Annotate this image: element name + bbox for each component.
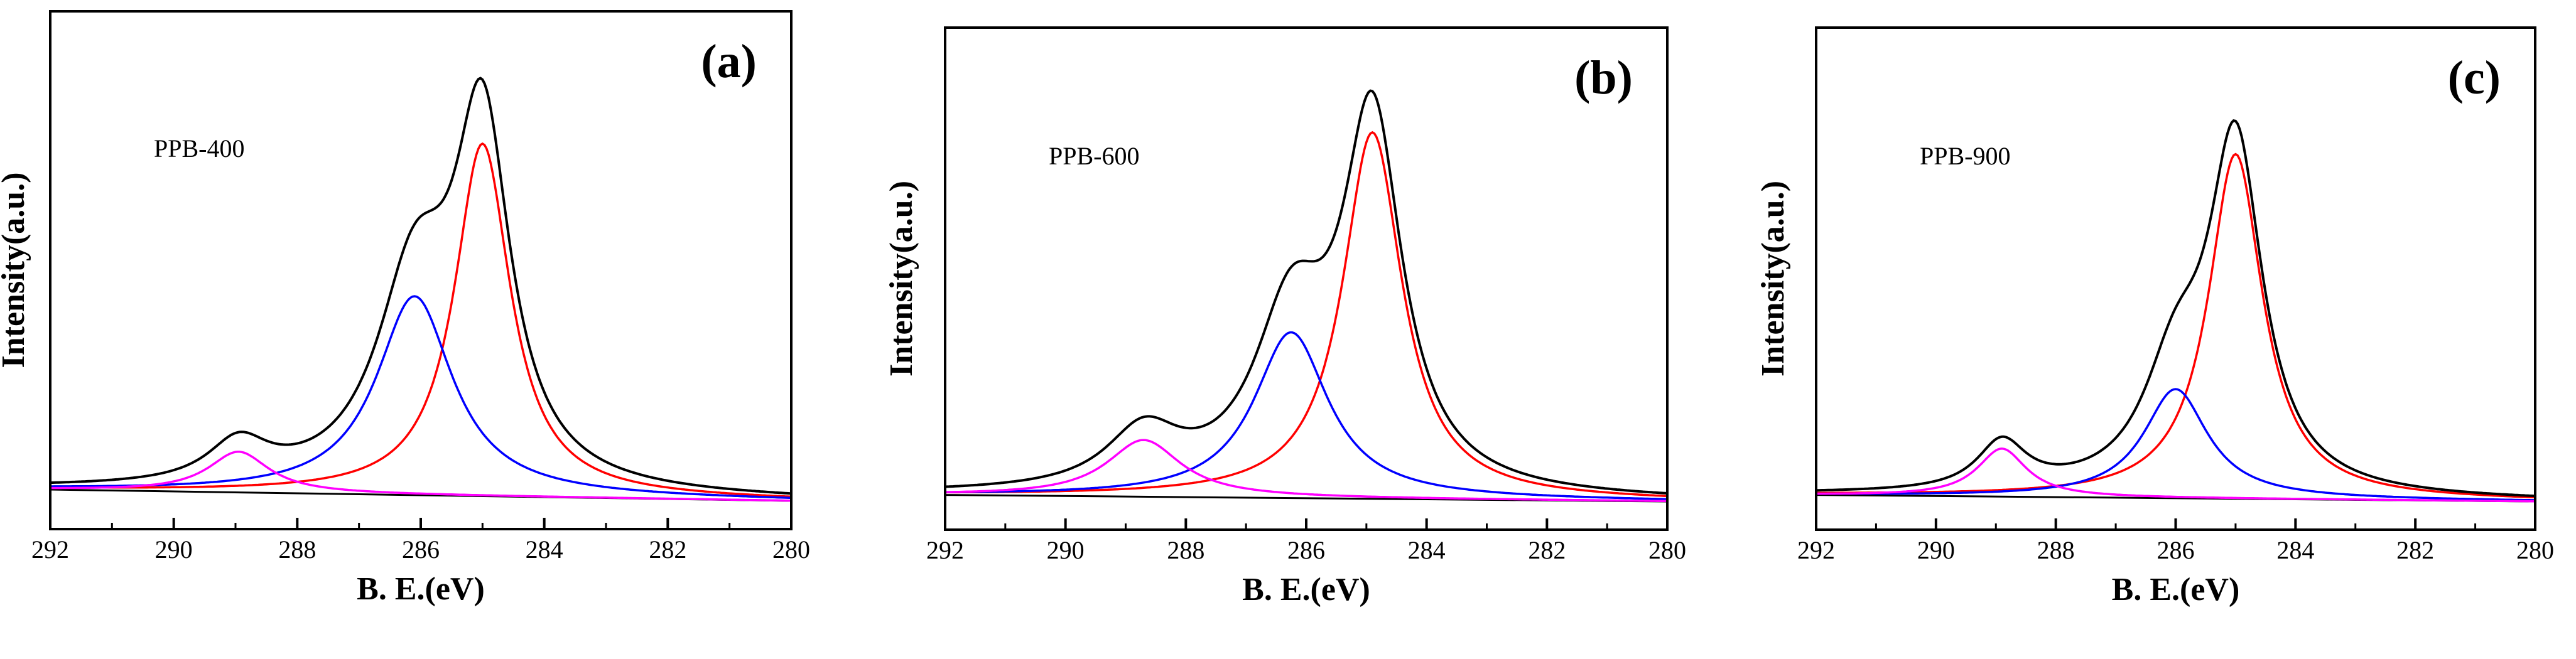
sample-label: PPB-400	[154, 134, 245, 163]
x-tick-label: 290	[155, 535, 193, 564]
x-tick-label: 290	[1047, 536, 1085, 564]
x-tick-label: 284	[1408, 536, 1446, 564]
x-tick-label: 286	[2157, 536, 2195, 564]
panel-label: (a)	[701, 35, 757, 88]
y-axis-title: Intensity(a.u.)	[0, 172, 31, 368]
component-curve-o-c-o	[945, 439, 1667, 503]
envelope-curve	[944, 89, 1668, 495]
x-tick-label: 292	[31, 535, 69, 564]
chart-panel-3: 292 290 288 286 284 282 280 B. E.(eV) Intensity(…	[1755, 26, 2554, 608]
y-axis-title: Intensity(a.u.)	[1755, 181, 1791, 377]
component-curve-c-o	[50, 295, 792, 500]
x-tick-label: 286	[402, 535, 440, 564]
chart-panel-2: 292 290 288 286 284 282 280 B. E.(eV) Intensity(…	[884, 26, 1686, 608]
component-curve-c-c	[945, 131, 1668, 498]
plot-frame	[1815, 26, 2536, 531]
y-axis-title: Intensity(a.u.)	[884, 181, 919, 377]
x-tick-label: 280	[2516, 536, 2554, 564]
x-tick-label: 286	[1287, 536, 1325, 564]
envelope-curve	[1816, 119, 2536, 498]
x-tick-label: 288	[278, 535, 316, 564]
panel-label: (c)	[2448, 51, 2501, 104]
panel-label: (b)	[1574, 51, 1633, 104]
component-curve-c-o	[944, 331, 1668, 501]
component-curve-o-c-o	[1816, 447, 2536, 503]
x-tick-label: 288	[1167, 536, 1204, 564]
x-axis-title: B. E.(eV)	[357, 571, 485, 607]
x-tick-label: 284	[526, 535, 563, 564]
component-curve-o-c-o	[50, 451, 791, 502]
x-tick-label: 280	[1648, 536, 1686, 564]
chart-panel-1: 292 290 288 286 284 282 280 B. E.(eV) Intensity(…	[0, 10, 810, 607]
envelope-curve	[50, 77, 792, 495]
x-tick-label: 288	[2037, 536, 2075, 564]
x-axis-title: B. E.(eV)	[1242, 572, 1370, 608]
x-tick-label: 282	[649, 535, 686, 564]
component-curve-c-o	[1816, 388, 2536, 501]
component-curve-c-c	[50, 142, 792, 498]
plot-frame	[49, 10, 793, 530]
x-tick-label: 292	[1797, 536, 1835, 564]
x-tick-label: 282	[1528, 536, 1566, 564]
x-tick-label: 280	[772, 535, 810, 564]
sample-label: PPB-900	[1920, 142, 2011, 170]
x-tick-label: 290	[1917, 536, 1955, 564]
component-curve-c-c	[1816, 153, 2536, 499]
x-tick-label: 284	[2276, 536, 2314, 564]
sample-label: PPB-600	[1049, 142, 1140, 170]
x-axis-title: B. E.(eV)	[2112, 572, 2240, 608]
x-tick-label: 292	[926, 536, 964, 564]
plot-frame	[944, 26, 1669, 531]
x-tick-label: 282	[2396, 536, 2434, 564]
